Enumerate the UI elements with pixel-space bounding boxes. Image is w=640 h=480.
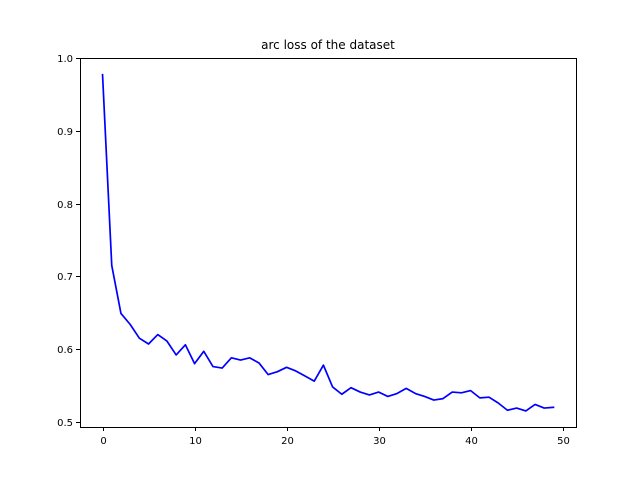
axes-frame bbox=[80, 58, 577, 428]
y-axis: 0.5 0.6 0.7 0.8 0.9 1.0 bbox=[57, 54, 80, 429]
plot-area: 0 10 20 30 40 50 0.5 0.6 0.7 0.8 0.9 1.0 bbox=[57, 54, 577, 447]
x-tick-label-0: 0 bbox=[100, 436, 106, 447]
x-tick-label-1: 10 bbox=[189, 436, 202, 447]
y-tick-label-0: 0.5 bbox=[57, 418, 73, 429]
y-tick-label-2: 0.7 bbox=[57, 272, 73, 283]
y-tick-label-4: 0.9 bbox=[57, 127, 73, 138]
y-tick-label-5: 1.0 bbox=[57, 54, 73, 65]
x-tick-label-5: 50 bbox=[557, 436, 570, 447]
chart-title: arc loss of the dataset bbox=[261, 38, 395, 52]
x-tick-label-4: 40 bbox=[465, 436, 478, 447]
x-tick-label-2: 20 bbox=[281, 436, 294, 447]
x-tick-label-3: 30 bbox=[373, 436, 386, 447]
series-layer bbox=[101, 73, 555, 412]
series-line-0 bbox=[101, 73, 555, 412]
y-tick-label-1: 0.6 bbox=[57, 345, 73, 356]
y-tick-label-3: 0.8 bbox=[57, 200, 73, 211]
